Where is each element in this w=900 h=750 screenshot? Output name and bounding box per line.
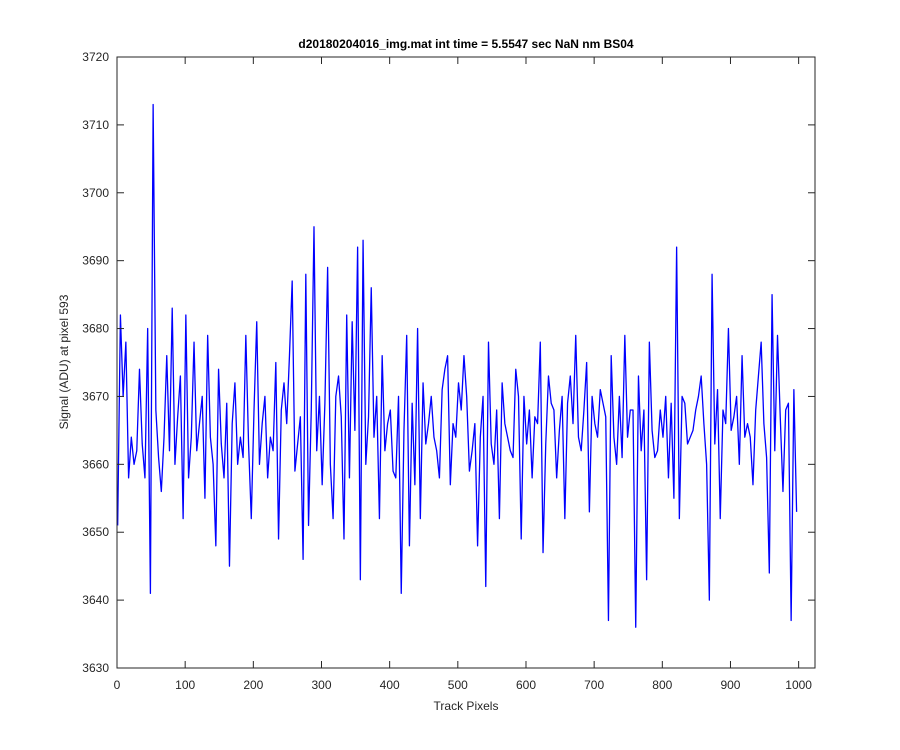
x-tick-label: 500 xyxy=(448,678,468,692)
y-ticks: 3630 3640 3650 3660 3670 3680 3690 3700 3710 3720 xyxy=(82,50,815,675)
x-tick-label: 100 xyxy=(175,678,195,692)
y-tick-label: 3720 xyxy=(82,50,109,64)
x-tick-label: 600 xyxy=(516,678,536,692)
y-tick-label: 3640 xyxy=(82,593,109,607)
axes-box xyxy=(116,56,816,669)
x-tick-label: 900 xyxy=(720,678,740,692)
y-tick-label: 3680 xyxy=(82,322,109,336)
y-tick-label: 3690 xyxy=(82,254,109,268)
x-tick-label: 300 xyxy=(311,678,331,692)
y-tick-label: 3670 xyxy=(82,389,109,403)
y-axis-label: Signal (ADU) at pixel 593 xyxy=(57,294,71,429)
x-tick-label: 700 xyxy=(584,678,604,692)
x-tick-label: 400 xyxy=(380,678,400,692)
x-ticks: 0 100 200 300 400 500 600 700 800 900 1000 xyxy=(114,57,812,692)
x-tick-label: 800 xyxy=(652,678,672,692)
x-axis-label: Track Pixels xyxy=(434,699,499,713)
x-tick-label: 200 xyxy=(243,678,263,692)
series-layer xyxy=(117,103,798,628)
plot-area xyxy=(117,57,815,668)
x-tick-label: 1000 xyxy=(785,678,812,692)
y-tick-label: 3660 xyxy=(82,457,109,471)
y-tick-label: 3650 xyxy=(82,525,109,539)
y-tick-label: 3700 xyxy=(82,186,109,200)
chart-title: d20180204016_img.mat int time = 5.5547 s… xyxy=(298,37,634,51)
y-tick-label: 3630 xyxy=(82,661,109,675)
series-line xyxy=(117,103,798,628)
x-tick-label: 0 xyxy=(114,678,121,692)
y-tick-label: 3710 xyxy=(82,118,109,132)
